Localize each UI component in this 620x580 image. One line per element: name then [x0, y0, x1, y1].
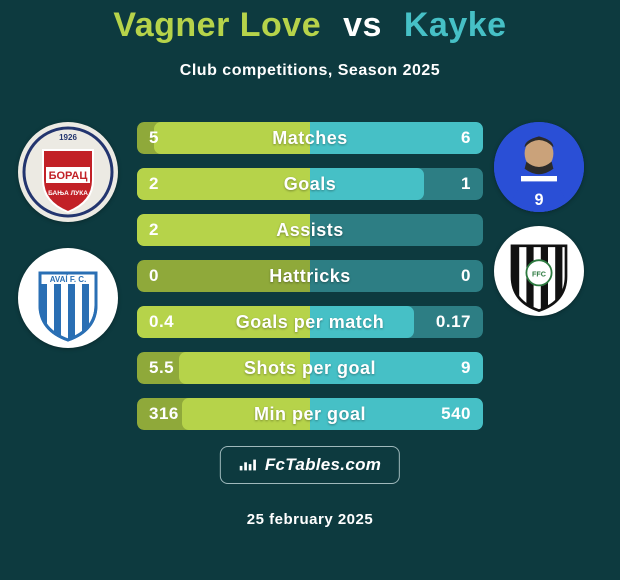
borac-logo: 1926 БОРАЦ БАЊА ЛУКА: [18, 122, 118, 222]
right-value: 0.17: [424, 306, 483, 338]
vs-label: vs: [343, 6, 382, 44]
left-fill: [179, 352, 310, 384]
right-value: 1: [449, 168, 483, 200]
figueirense-crest-icon: FFC: [494, 226, 584, 316]
left-value: 5: [137, 122, 171, 154]
stat-track: [137, 260, 483, 292]
stat-bars: 56Matches21Goals2Assists00Hattricks0.40.…: [137, 122, 483, 444]
left-value: 0: [137, 260, 171, 292]
figueirense-logo: FFC: [494, 226, 584, 316]
svg-text:FFC: FFC: [532, 269, 546, 278]
date-label: 25 february 2025: [0, 511, 620, 528]
left-fill: [154, 122, 310, 154]
svg-text:1926: 1926: [59, 133, 77, 142]
right-value: 9: [449, 352, 483, 384]
left-fill: [182, 398, 310, 430]
left-value: 0.4: [137, 306, 186, 338]
player2-name: Kayke: [404, 6, 507, 44]
left-value: 316: [137, 398, 191, 430]
brand-label: FcTables.com: [265, 455, 381, 475]
comparison-card: Vagner Love vs Kayke Club competitions, …: [0, 0, 620, 580]
title: Vagner Love vs Kayke: [0, 6, 620, 45]
stat-row: 21Goals: [137, 168, 483, 200]
player1-name: Vagner Love: [113, 6, 321, 44]
avai-crest-icon: AVAÍ F. C.: [18, 248, 118, 348]
stat-row: 00Hattricks: [137, 260, 483, 292]
player-avatar-icon: 9: [494, 122, 584, 212]
right-fill: [310, 168, 424, 200]
borac-crest-icon: 1926 БОРАЦ БАЊА ЛУКА: [18, 122, 118, 222]
right-value: 0: [449, 260, 483, 292]
left-value: 2: [137, 168, 171, 200]
stat-row: 0.40.17Goals per match: [137, 306, 483, 338]
stat-track: [137, 122, 483, 154]
subtitle: Club competitions, Season 2025: [0, 62, 620, 80]
stat-row: 5.59Shots per goal: [137, 352, 483, 384]
bar-chart-icon: [239, 458, 257, 472]
stat-track: [137, 214, 483, 246]
right-value: 540: [429, 398, 483, 430]
left-value: 5.5: [137, 352, 186, 384]
svg-text:AVAÍ F. C.: AVAÍ F. C.: [50, 275, 87, 284]
kayke-avatar: 9: [494, 122, 584, 212]
svg-text:БАЊА ЛУКА: БАЊА ЛУКА: [48, 190, 88, 197]
brand-pill[interactable]: FcTables.com: [220, 446, 400, 484]
stat-track: [137, 168, 483, 200]
right-fill: [310, 306, 414, 338]
right-value: 6: [449, 122, 483, 154]
stat-track: [137, 352, 483, 384]
svg-text:БОРАЦ: БОРАЦ: [49, 170, 88, 182]
stat-row: 316540Min per goal: [137, 398, 483, 430]
right-value: [459, 214, 483, 246]
stat-row: 2Assists: [137, 214, 483, 246]
avai-logo: AVAÍ F. C.: [18, 248, 118, 348]
stat-row: 56Matches: [137, 122, 483, 154]
left-value: 2: [137, 214, 171, 246]
svg-text:9: 9: [534, 191, 543, 209]
